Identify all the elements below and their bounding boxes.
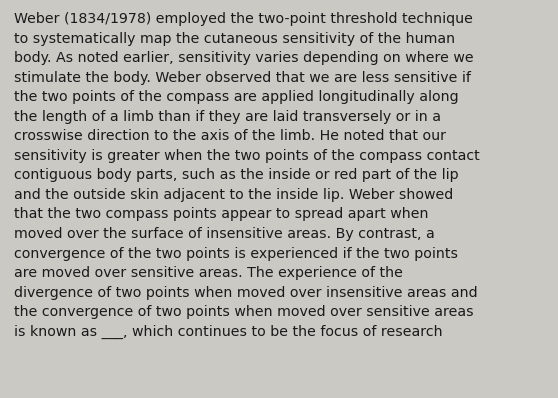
Text: that the two compass points appear to spread apart when: that the two compass points appear to sp… xyxy=(14,207,429,222)
Text: divergence of two points when moved over insensitive areas and: divergence of two points when moved over… xyxy=(14,286,478,300)
Text: convergence of the two points is experienced if the two points: convergence of the two points is experie… xyxy=(14,247,458,261)
Text: is known as ___, which continues to be the focus of research: is known as ___, which continues to be t… xyxy=(14,325,442,339)
Text: to systematically map the cutaneous sensitivity of the human: to systematically map the cutaneous sens… xyxy=(14,31,455,45)
Text: the two points of the compass are applied longitudinally along: the two points of the compass are applie… xyxy=(14,90,459,104)
Text: contiguous body parts, such as the inside or red part of the lip: contiguous body parts, such as the insid… xyxy=(14,168,459,182)
Text: body. As noted earlier, sensitivity varies depending on where we: body. As noted earlier, sensitivity vari… xyxy=(14,51,474,65)
Text: and the outside skin adjacent to the inside lip. Weber showed: and the outside skin adjacent to the ins… xyxy=(14,188,453,202)
Text: the convergence of two points when moved over sensitive areas: the convergence of two points when moved… xyxy=(14,305,474,319)
Text: the length of a limb than if they are laid transversely or in a: the length of a limb than if they are la… xyxy=(14,110,441,124)
Text: Weber (1834/1978) employed the two-point threshold technique: Weber (1834/1978) employed the two-point… xyxy=(14,12,473,26)
Text: stimulate the body. Weber observed that we are less sensitive if: stimulate the body. Weber observed that … xyxy=(14,71,471,85)
Text: sensitivity is greater when the two points of the compass contact: sensitivity is greater when the two poin… xyxy=(14,149,480,163)
Text: are moved over sensitive areas. The experience of the: are moved over sensitive areas. The expe… xyxy=(14,266,403,280)
Text: moved over the surface of insensitive areas. By contrast, a: moved over the surface of insensitive ar… xyxy=(14,227,435,241)
Text: crosswise direction to the axis of the limb. He noted that our: crosswise direction to the axis of the l… xyxy=(14,129,446,143)
